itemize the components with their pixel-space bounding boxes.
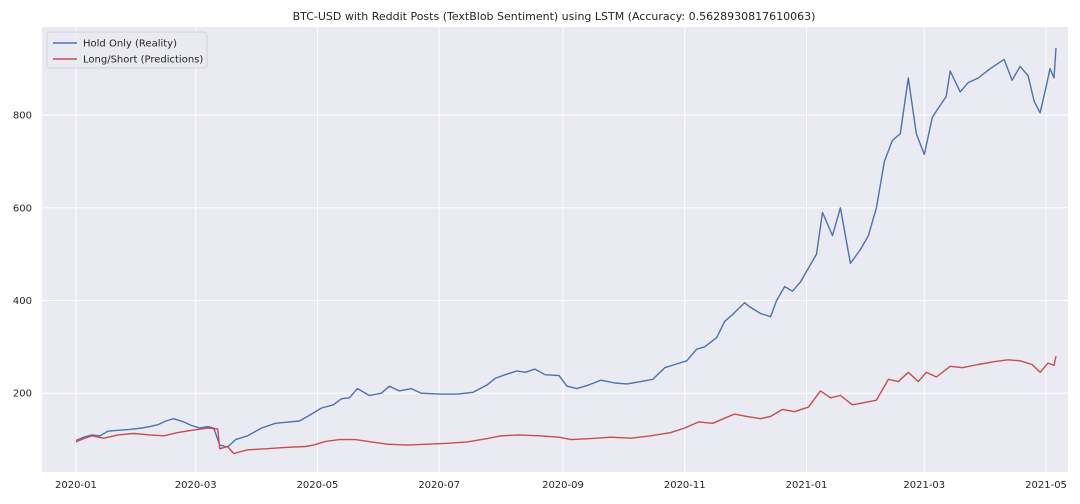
x-tick-label: 2020-11 [664,480,706,491]
y-tick-label: 600 [13,203,32,214]
x-tick-label: 2021-05 [1025,480,1067,491]
y-tick-label: 200 [13,389,32,400]
plot-background [42,27,1068,472]
x-tick-label: 2020-05 [297,480,339,491]
legend: Hold Only (Reality) Long/Short (Predictio… [46,31,208,69]
series-line-hold-only [75,47,1057,448]
x-tick-label: 2020-09 [542,480,584,491]
y-tick-label: 400 [13,296,32,307]
y-tick-label: 800 [13,111,32,122]
x-axis-ticks: 2020-01 2020-03 2020-05 2020-07 2020-09 2020-… [55,480,1067,491]
x-tick-label: 2020-03 [175,480,217,491]
y-axis-ticks: 200 400 600 800 [13,111,32,400]
x-tick-label: 2020-01 [55,480,97,491]
legend-label: Long/Short (Predictions) [83,55,203,66]
x-tick-label: 2021-03 [903,480,945,491]
series-line-long-short [75,355,1057,455]
grid-layer [42,27,1068,472]
legend-label: Hold Only (Reality) [83,39,177,50]
chart-title: BTC-USD with Reddit Posts (TextBlob Sent… [293,10,816,23]
x-tick-label: 2021-01 [786,480,828,491]
x-tick-label: 2020-07 [418,480,460,491]
series-layer [75,47,1057,455]
legend-box [46,31,208,69]
